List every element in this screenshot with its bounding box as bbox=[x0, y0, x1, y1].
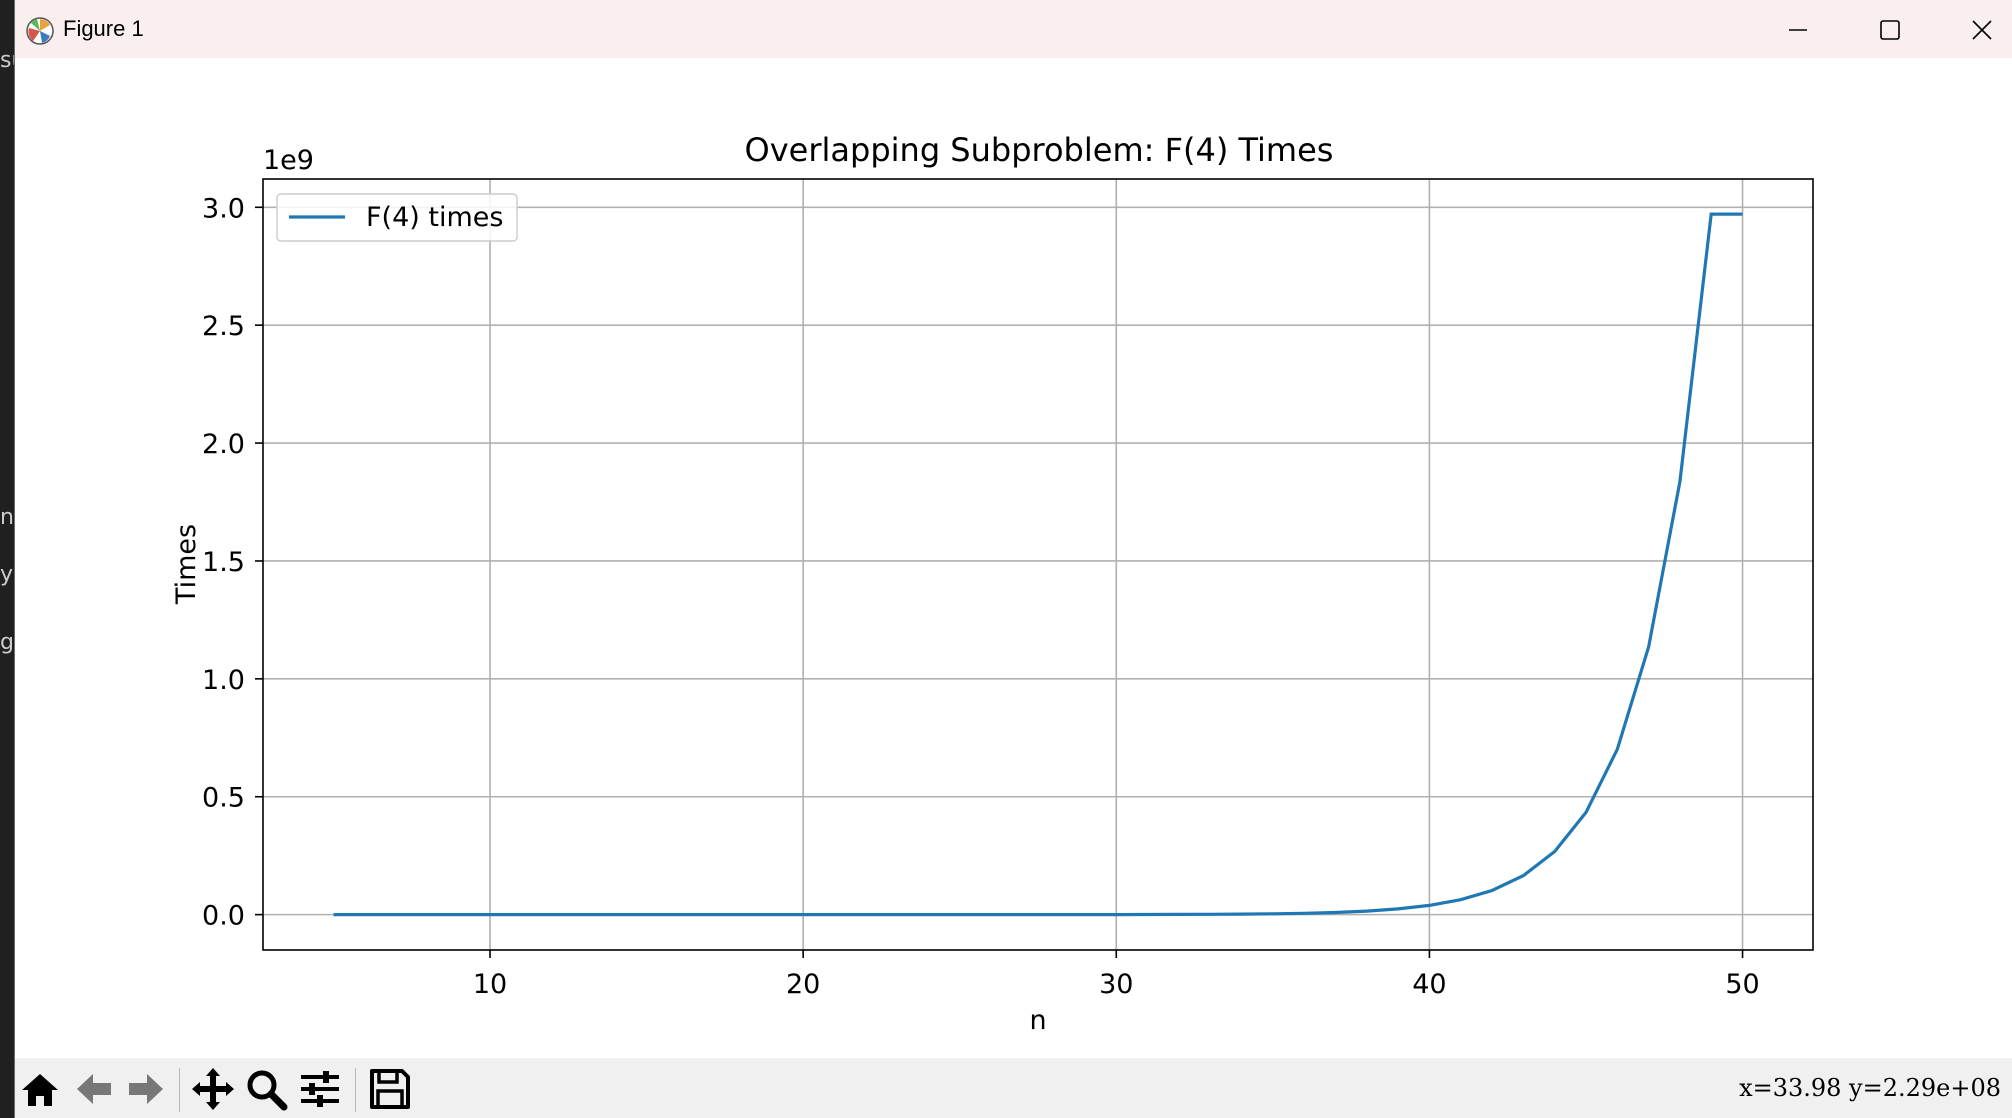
background-window-edge bbox=[0, 0, 14, 1118]
configure-icon bbox=[301, 1071, 339, 1107]
navigation-toolbar: x=33.98 y=2.29e+08 bbox=[15, 1058, 2012, 1118]
y-axis-label: Times bbox=[171, 524, 202, 605]
zoom-icon bbox=[247, 1070, 288, 1111]
y-offset-text: 1e9 bbox=[263, 145, 314, 176]
window-title: Figure 1 bbox=[63, 16, 144, 41]
pan-button[interactable] bbox=[190, 1066, 236, 1112]
forward-button[interactable] bbox=[123, 1066, 169, 1112]
legend-frame bbox=[276, 193, 518, 242]
home-button[interactable] bbox=[17, 1066, 63, 1112]
x-tick-label: 30 bbox=[1099, 969, 1133, 1000]
title-bar[interactable]: Figure 1 bbox=[15, 0, 2012, 58]
zoom-button[interactable] bbox=[243, 1066, 289, 1112]
x-tick-label: 10 bbox=[473, 969, 507, 1000]
legend-label: F(4) times bbox=[366, 202, 503, 233]
configure-subplots-button[interactable] bbox=[297, 1066, 343, 1112]
close-button[interactable] bbox=[1953, 10, 2009, 48]
save-button[interactable] bbox=[367, 1066, 413, 1112]
minimize-button[interactable] bbox=[1769, 10, 1825, 48]
y-tick-label: 3.0 bbox=[202, 193, 245, 224]
x-tick-label: 40 bbox=[1412, 969, 1446, 1000]
y-tick-label: 2.0 bbox=[202, 429, 245, 460]
save-icon bbox=[370, 1069, 410, 1109]
y-tick-label: 0.5 bbox=[202, 783, 245, 814]
chart-title: Overlapping Subproblem: F(4) Times bbox=[745, 131, 1334, 169]
x-tick-label: 50 bbox=[1725, 969, 1759, 1000]
toolbar-separator bbox=[355, 1068, 356, 1112]
maximize-icon bbox=[1880, 20, 1900, 40]
cursor-coordinates: x=33.98 y=2.29e+08 bbox=[1739, 1074, 2001, 1102]
figure-window: Figure 1 10 20 30 40 50 0.0 0.5 1.0 1.5 2.0 2.5 3.… bbox=[14, 0, 2012, 1118]
plot-canvas[interactable]: 10 20 30 40 50 0.0 0.5 1.0 1.5 2.0 2.5 3.0 Overlap… bbox=[15, 58, 2012, 1058]
pan-icon bbox=[192, 1068, 234, 1110]
line-chart[interactable]: 10 20 30 40 50 0.0 0.5 1.0 1.5 2.0 2.5 3.0 Overlap… bbox=[15, 58, 2012, 1058]
forward-icon bbox=[129, 1074, 163, 1104]
minimize-icon bbox=[1789, 29, 1807, 31]
legend: F(4) times bbox=[276, 193, 518, 242]
maximize-button[interactable] bbox=[1861, 10, 1917, 48]
background-text: g bbox=[0, 630, 14, 655]
y-tick-label: 0.0 bbox=[202, 901, 245, 932]
matplotlib-icon bbox=[26, 17, 54, 45]
axes-frame bbox=[262, 178, 1814, 951]
y-tick-label: 1.0 bbox=[202, 665, 245, 696]
back-button[interactable] bbox=[71, 1066, 117, 1112]
close-icon bbox=[1972, 20, 1992, 40]
series-line-f4-times bbox=[333, 212, 1743, 917]
x-axis-label: n bbox=[1029, 1005, 1046, 1036]
background-text: y bbox=[0, 562, 14, 587]
y-tick-label: 2.5 bbox=[202, 311, 245, 342]
back-icon bbox=[77, 1074, 111, 1104]
y-tick-label: 1.5 bbox=[202, 547, 245, 578]
toolbar-separator bbox=[179, 1068, 180, 1112]
home-icon bbox=[22, 1074, 58, 1106]
x-tick-label: 20 bbox=[786, 969, 820, 1000]
